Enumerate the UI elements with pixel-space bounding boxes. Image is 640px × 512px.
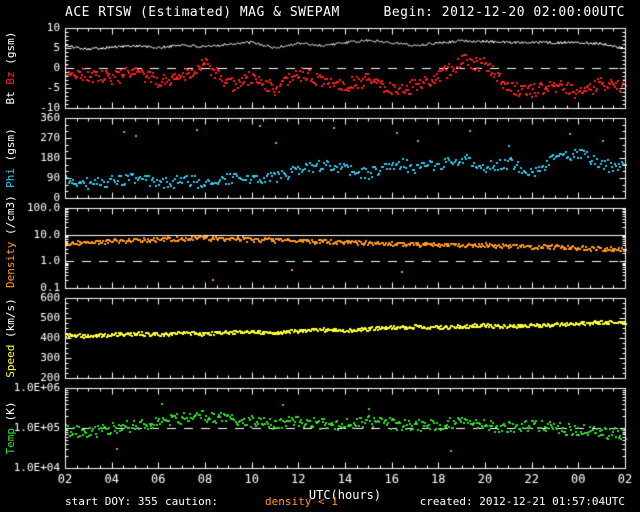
ylabel-part: Speed xyxy=(4,344,17,378)
caution-label: caution: xyxy=(165,495,218,508)
ylabel-part: Phi xyxy=(4,167,17,188)
panel-ylabel-density: Density (/cm3) xyxy=(3,195,19,288)
x-axis-label: UTC(hours) xyxy=(308,488,382,502)
start-doy-label: start DOY: 355 xyxy=(65,495,158,508)
caution-value: density < 1 xyxy=(265,495,338,508)
ylabel-part: (K) xyxy=(4,401,17,428)
ylabel-part: Density xyxy=(4,241,17,288)
ylabel-part: (/cm3) xyxy=(4,195,17,242)
panel-ylabel-temp: Temp (K) xyxy=(3,388,19,468)
panel-ylabel-mag: Bt Bz (gsm) xyxy=(3,28,19,108)
panel-ylabel-speed: Speed (km/s) xyxy=(3,298,19,378)
ylabel-part: (km/s) xyxy=(4,298,17,345)
ylabel-part: Bz xyxy=(4,71,17,85)
ylabel-part: (gsm) xyxy=(4,31,17,72)
page-title: ACE RTSW (Estimated) MAG & SWEPAM xyxy=(65,5,340,20)
ylabel-part: (gsm) xyxy=(4,128,17,168)
ylabel-part: Bt xyxy=(4,84,17,105)
panel-ylabel-phi: Phi (gsm) xyxy=(3,118,19,198)
ylabel-part: Temp xyxy=(4,428,17,455)
begin-timestamp: Begin: 2012-12-20 02:00:00UTC xyxy=(383,5,625,20)
created-timestamp: created: 2012-12-21 01:57:04UTC xyxy=(419,495,625,508)
